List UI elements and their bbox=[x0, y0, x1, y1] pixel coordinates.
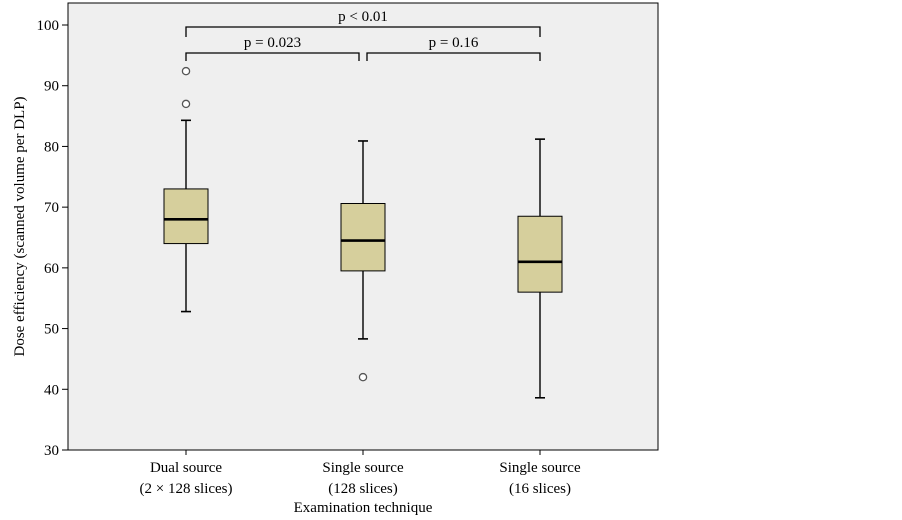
y-tick-label: 60 bbox=[44, 261, 59, 277]
boxes-group bbox=[163, 66, 563, 399]
box-group bbox=[340, 140, 386, 382]
comparison-bracket: p = 0.16 bbox=[366, 35, 541, 61]
bracket-line bbox=[185, 26, 541, 37]
comparison-bracket: p < 0.01 bbox=[185, 9, 541, 37]
x-tick-label: Dual source bbox=[150, 460, 222, 476]
box bbox=[517, 215, 563, 293]
p-value-label: p < 0.01 bbox=[338, 9, 388, 25]
x-tick-label: Single source bbox=[322, 460, 404, 476]
y-axis: 30 40 50 60 70 80 90 100 bbox=[37, 18, 68, 459]
x-tick-label: Single source bbox=[499, 460, 581, 476]
x-tick-label: (2 × 128 slices) bbox=[139, 481, 232, 497]
y-tick-label: 30 bbox=[44, 443, 59, 459]
y-tick-label: 100 bbox=[37, 18, 60, 34]
box bbox=[163, 188, 209, 245]
x-axis-label: Examination technique bbox=[294, 500, 433, 516]
x-tick-label: (128 slices) bbox=[328, 481, 398, 497]
significance-brackets: p = 0.023 p = 0.16 p < 0.01 bbox=[185, 9, 541, 61]
outlier-point bbox=[181, 66, 191, 76]
comparison-bracket: p = 0.023 bbox=[185, 35, 360, 61]
outlier-point bbox=[181, 99, 191, 109]
box-group bbox=[517, 138, 563, 399]
y-tick-label: 80 bbox=[44, 139, 59, 155]
p-value-label: p = 0.16 bbox=[429, 35, 479, 51]
bracket-line bbox=[185, 52, 360, 61]
x-tick-label: (16 slices) bbox=[509, 481, 571, 497]
y-tick-label: 50 bbox=[44, 322, 59, 338]
x-axis: Dual source (2 × 128 slices) Single source… bbox=[139, 450, 581, 497]
box-group bbox=[163, 66, 209, 313]
y-tick-label: 70 bbox=[44, 200, 59, 216]
bracket-line bbox=[366, 52, 541, 61]
y-tick-label: 90 bbox=[44, 79, 59, 95]
outlier-point bbox=[358, 372, 368, 382]
box bbox=[340, 203, 386, 272]
y-tick-label: 40 bbox=[44, 382, 59, 398]
y-axis-label: Dose efficiency (scanned volume per DLP) bbox=[12, 96, 28, 356]
p-value-label: p = 0.023 bbox=[244, 35, 301, 51]
